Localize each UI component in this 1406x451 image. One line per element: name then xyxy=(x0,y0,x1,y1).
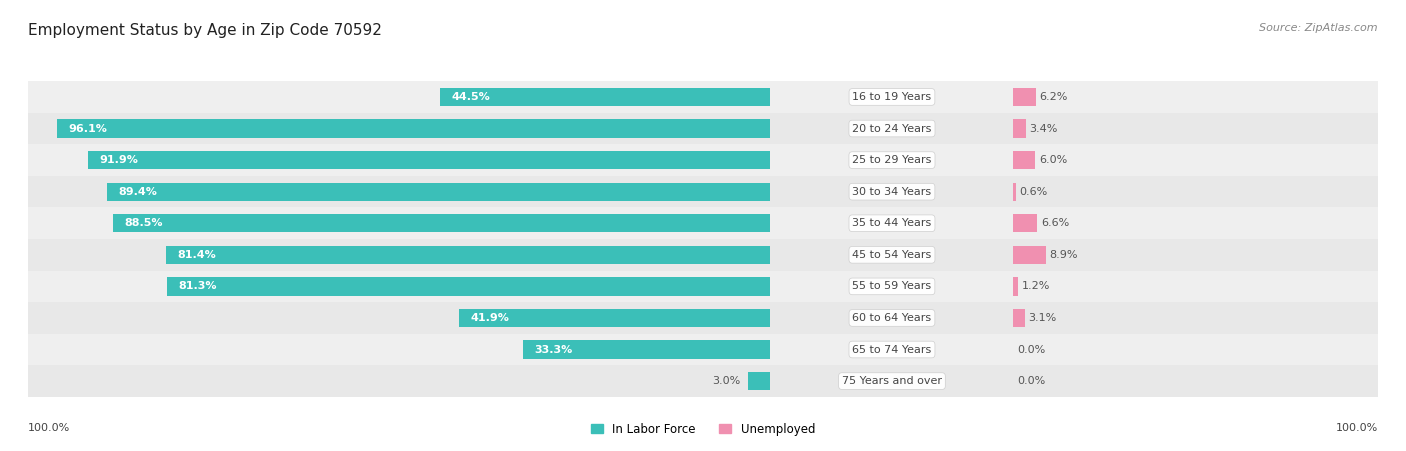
Text: 81.3%: 81.3% xyxy=(179,281,217,291)
Text: 45 to 54 Years: 45 to 54 Years xyxy=(852,250,932,260)
Bar xyxy=(1014,365,1378,397)
Bar xyxy=(167,277,770,295)
Text: 100.0%: 100.0% xyxy=(28,423,70,433)
Bar xyxy=(28,365,770,397)
Text: 6.2%: 6.2% xyxy=(1039,92,1069,102)
Bar xyxy=(58,120,770,138)
Bar xyxy=(1014,183,1015,201)
Text: 3.0%: 3.0% xyxy=(713,376,741,386)
Bar xyxy=(1014,81,1378,113)
Bar xyxy=(770,271,1014,302)
Bar xyxy=(28,144,770,176)
Text: 6.0%: 6.0% xyxy=(1039,155,1067,165)
Text: Source: ZipAtlas.com: Source: ZipAtlas.com xyxy=(1260,23,1378,32)
Text: 91.9%: 91.9% xyxy=(100,155,138,165)
Text: 65 to 74 Years: 65 to 74 Years xyxy=(852,345,932,354)
Text: 1.2%: 1.2% xyxy=(1022,281,1050,291)
Text: 8.9%: 8.9% xyxy=(1049,250,1078,260)
Bar xyxy=(1014,246,1046,264)
Text: 35 to 44 Years: 35 to 44 Years xyxy=(852,218,932,228)
Bar xyxy=(28,207,770,239)
Bar xyxy=(166,246,770,264)
Text: 0.6%: 0.6% xyxy=(1019,187,1047,197)
Text: 89.4%: 89.4% xyxy=(118,187,157,197)
Bar xyxy=(770,207,1014,239)
Text: 44.5%: 44.5% xyxy=(451,92,491,102)
Text: 20 to 24 Years: 20 to 24 Years xyxy=(852,124,932,133)
Text: 30 to 34 Years: 30 to 34 Years xyxy=(852,187,932,197)
Text: 55 to 59 Years: 55 to 59 Years xyxy=(852,281,932,291)
Text: 3.1%: 3.1% xyxy=(1028,313,1057,323)
Bar xyxy=(1014,271,1378,302)
Text: 100.0%: 100.0% xyxy=(1336,423,1378,433)
Bar xyxy=(107,183,770,201)
Bar xyxy=(460,309,770,327)
Text: 41.9%: 41.9% xyxy=(471,313,509,323)
Bar xyxy=(1014,334,1378,365)
Bar xyxy=(1014,309,1025,327)
Bar xyxy=(770,176,1014,207)
Text: 33.3%: 33.3% xyxy=(534,345,572,354)
Bar xyxy=(1014,239,1378,271)
Bar xyxy=(28,113,770,144)
Text: 96.1%: 96.1% xyxy=(69,124,107,133)
Bar xyxy=(770,365,1014,397)
Bar xyxy=(28,302,770,334)
Bar xyxy=(1014,277,1018,295)
Bar xyxy=(1014,207,1378,239)
Text: 0.0%: 0.0% xyxy=(1017,376,1045,386)
Bar xyxy=(28,334,770,365)
Bar xyxy=(114,214,770,232)
Bar xyxy=(1014,151,1035,169)
Bar xyxy=(770,302,1014,334)
Bar xyxy=(1014,302,1378,334)
Bar xyxy=(28,271,770,302)
Text: 6.6%: 6.6% xyxy=(1040,218,1070,228)
Bar xyxy=(1014,176,1378,207)
Bar xyxy=(1014,88,1036,106)
Text: 88.5%: 88.5% xyxy=(125,218,163,228)
Bar xyxy=(28,81,770,113)
Bar xyxy=(523,341,770,359)
Bar xyxy=(1014,144,1378,176)
Text: 81.4%: 81.4% xyxy=(177,250,217,260)
Bar xyxy=(1014,214,1038,232)
Text: 75 Years and over: 75 Years and over xyxy=(842,376,942,386)
Bar xyxy=(770,113,1014,144)
Bar xyxy=(440,88,770,106)
Bar xyxy=(1014,120,1026,138)
Bar xyxy=(28,176,770,207)
Text: 16 to 19 Years: 16 to 19 Years xyxy=(852,92,932,102)
Text: 25 to 29 Years: 25 to 29 Years xyxy=(852,155,932,165)
Text: Employment Status by Age in Zip Code 70592: Employment Status by Age in Zip Code 705… xyxy=(28,23,382,37)
Bar xyxy=(770,239,1014,271)
Text: 60 to 64 Years: 60 to 64 Years xyxy=(852,313,932,323)
Text: 0.0%: 0.0% xyxy=(1017,345,1045,354)
Bar xyxy=(1014,113,1378,144)
Bar xyxy=(770,81,1014,113)
Text: 3.4%: 3.4% xyxy=(1029,124,1057,133)
Bar xyxy=(770,144,1014,176)
Bar xyxy=(770,334,1014,365)
Bar xyxy=(89,151,770,169)
Bar xyxy=(28,239,770,271)
Bar xyxy=(748,372,770,390)
Legend: In Labor Force, Unemployed: In Labor Force, Unemployed xyxy=(586,418,820,441)
